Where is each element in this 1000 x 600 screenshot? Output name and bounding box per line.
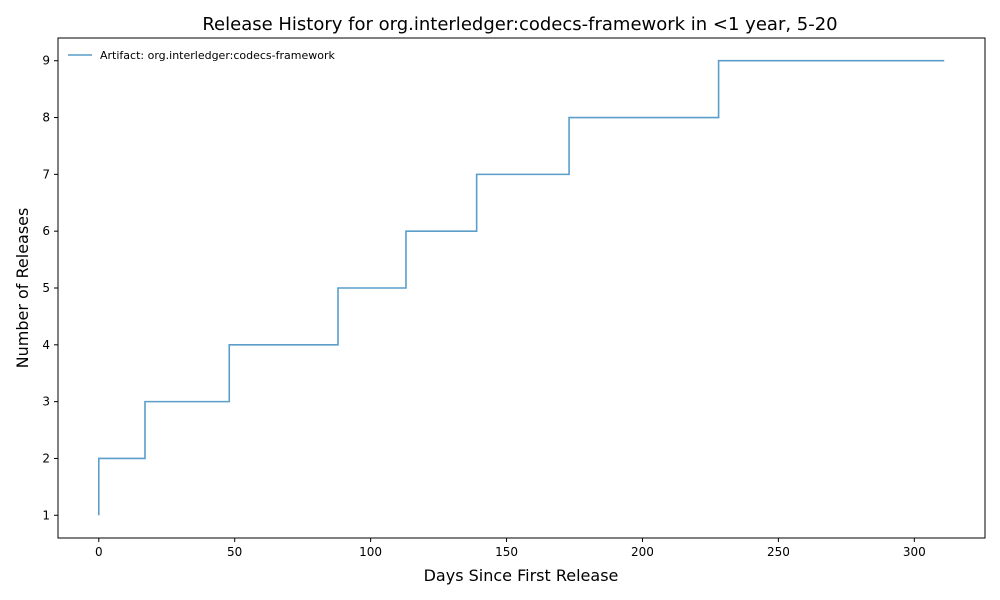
x-tick-label: 250	[767, 545, 790, 559]
x-tick-label: 150	[495, 545, 518, 559]
y-tick-label: 4	[42, 338, 50, 352]
x-axis-label: Days Since First Release	[424, 566, 619, 585]
y-axis-label: Number of Releases	[13, 208, 32, 369]
y-tick-label: 9	[42, 54, 50, 68]
x-tick-label: 300	[903, 545, 926, 559]
chart-title: Release History for org.interledger:code…	[202, 14, 837, 35]
x-tick-label: 200	[631, 545, 654, 559]
legend: Artifact: org.interledger:codecs-framewo…	[68, 49, 335, 62]
y-tick-label: 3	[42, 395, 50, 409]
y-tick-label: 2	[42, 451, 50, 465]
y-tick-label: 5	[42, 281, 50, 295]
series-line	[97, 59, 945, 516]
y-tick-label: 7	[42, 167, 50, 181]
x-tick-label: 100	[359, 545, 382, 559]
y-tick-label: 6	[42, 224, 50, 238]
x-tick-label: 50	[227, 545, 242, 559]
legend-label: Artifact: org.interledger:codecs-framewo…	[100, 49, 335, 62]
plot-area	[57, 37, 986, 539]
y-tick-label: 8	[42, 111, 50, 125]
x-axis: 0 50 100 150 200 250 300	[95, 538, 926, 559]
x-tick-label: 0	[95, 545, 103, 559]
y-tick-label: 1	[42, 508, 50, 522]
y-axis: 1 2 3 4 5 6 7 8 9	[42, 54, 58, 522]
